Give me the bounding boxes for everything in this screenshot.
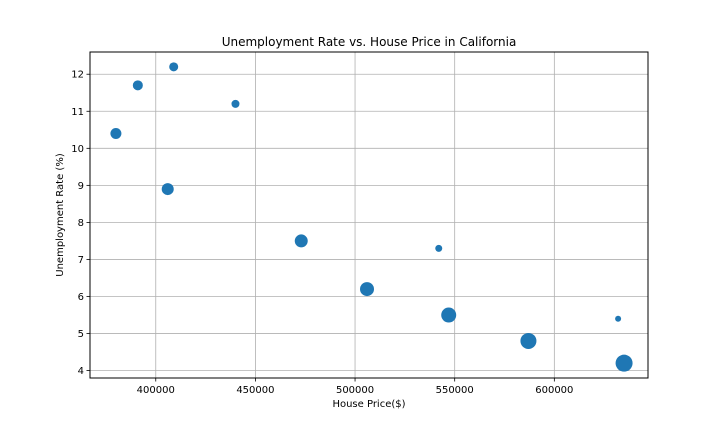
y-tick-label: 12	[71, 70, 84, 81]
data-point	[132, 80, 143, 91]
data-point	[161, 183, 174, 196]
data-point	[435, 244, 443, 252]
data-point	[441, 307, 457, 323]
grid	[90, 52, 648, 378]
plot-frame	[89, 51, 649, 379]
y-tick-label: 4	[78, 366, 84, 377]
axis-ticks: 400000 450000 500000 550000 600000 4 5 6 7 8 9 10 11…	[71, 70, 573, 396]
x-tick-label: 600000	[535, 385, 573, 396]
data-point	[360, 282, 375, 297]
y-tick-label: 11	[71, 107, 84, 118]
y-axis-title: Unemployment Rate (%)	[55, 153, 66, 277]
x-tick-label: 450000	[236, 385, 274, 396]
data-points	[110, 62, 633, 372]
x-axis-title: House Price($)	[332, 399, 405, 410]
y-tick-label: 7	[78, 255, 84, 266]
data-point	[615, 315, 622, 322]
data-point	[294, 234, 308, 248]
y-tick-label: 10	[71, 144, 84, 155]
data-point	[169, 62, 179, 72]
x-tick-label: 500000	[336, 385, 374, 396]
y-tick-label: 8	[78, 218, 84, 229]
x-tick-label: 550000	[436, 385, 474, 396]
x-tick-label: 400000	[137, 385, 175, 396]
y-tick-label: 5	[78, 329, 84, 340]
y-tick-label: 6	[78, 292, 84, 303]
chart-title: Unemployment Rate vs. House Price in Cal…	[222, 35, 517, 49]
data-point	[520, 332, 537, 349]
data-point	[110, 128, 122, 139]
data-point	[231, 99, 240, 108]
y-tick-label: 9	[78, 181, 84, 192]
data-point	[615, 354, 633, 372]
